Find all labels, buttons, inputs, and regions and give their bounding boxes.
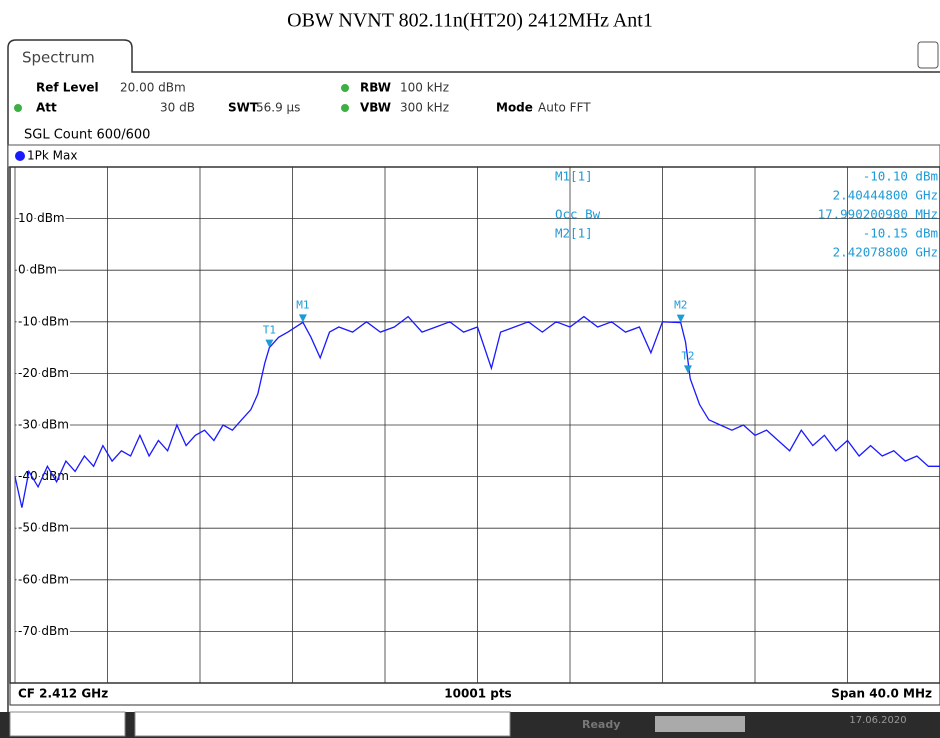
setting-label: VBW — [360, 101, 391, 115]
setting-value: 20.00 dBm — [120, 81, 186, 95]
readout-value: -10.10 dBm — [863, 169, 938, 184]
readout-name: M1[1] — [555, 169, 593, 184]
y-tick-label: -50 dBm — [18, 521, 69, 535]
marker-label: M2 — [674, 299, 687, 312]
sgl-count: SGL Count 600/600 — [24, 128, 150, 143]
status-dot — [341, 104, 349, 112]
setting-label: Mode — [496, 101, 533, 115]
setting-label: Ref Level — [36, 81, 99, 95]
marker — [676, 314, 685, 323]
setting-label: Att — [36, 101, 57, 115]
setting-label: SWT — [228, 101, 259, 115]
y-tick-label: -10 dBm — [18, 314, 69, 328]
setting-value: Auto FFT — [538, 101, 591, 115]
status-dot — [14, 104, 22, 112]
marker-label: M1 — [296, 298, 309, 311]
tab-label[interactable]: Spectrum — [22, 49, 95, 67]
status-dot — [341, 84, 349, 92]
setting-label: RBW — [360, 81, 391, 95]
setting-value: 56.9 µs — [256, 101, 300, 115]
marker — [683, 365, 692, 374]
progress — [655, 716, 745, 732]
status-box[interactable] — [9, 711, 126, 737]
readout-name: M2[1] — [555, 226, 593, 241]
readout-value: -10.15 dBm — [863, 226, 938, 241]
marker — [298, 314, 307, 323]
marker-label: T1 — [263, 324, 276, 337]
y-tick-label: -60 dBm — [18, 572, 69, 586]
readout-value: 2.40444800 GHz — [833, 188, 938, 203]
readout-value: 17.990200980 MHz — [818, 207, 938, 222]
status-box[interactable] — [134, 711, 511, 737]
y-tick-label: -70 dBm — [18, 624, 69, 638]
trace-dot — [15, 151, 25, 161]
setting-value: 100 kHz — [400, 81, 449, 95]
marker — [265, 339, 274, 348]
status-state: Ready — [582, 718, 620, 731]
footer-center: 10001 pts — [444, 687, 511, 701]
trace — [14, 315, 940, 508]
readout-name: Occ Bw — [555, 207, 601, 222]
trace-bar — [7, 144, 940, 168]
footer-left: CF 2.412 GHz — [18, 687, 108, 701]
footer-right: Span 40.0 MHz — [831, 687, 932, 701]
menu-button[interactable] — [917, 41, 939, 69]
tab-frame — [7, 39, 940, 712]
plot-frame — [9, 166, 940, 684]
page-title: OBW NVNT 802.11n(HT20) 2412MHz Ant1 — [287, 10, 653, 32]
readout-value: 2.42078800 GHz — [833, 245, 938, 260]
y-tick-label: -20 dBm — [18, 366, 69, 380]
trace-label: 1Pk Max — [27, 149, 77, 163]
y-tick-label: 10 dBm — [18, 211, 65, 225]
setting-value: 30 dB — [160, 101, 195, 115]
marker-label: T2 — [681, 349, 694, 362]
status-date: 17.06.2020 — [849, 715, 906, 726]
y-tick-label: 0 dBm — [18, 263, 57, 277]
setting-value: 300 kHz — [400, 101, 449, 115]
y-tick-label: -30 dBm — [18, 418, 69, 432]
